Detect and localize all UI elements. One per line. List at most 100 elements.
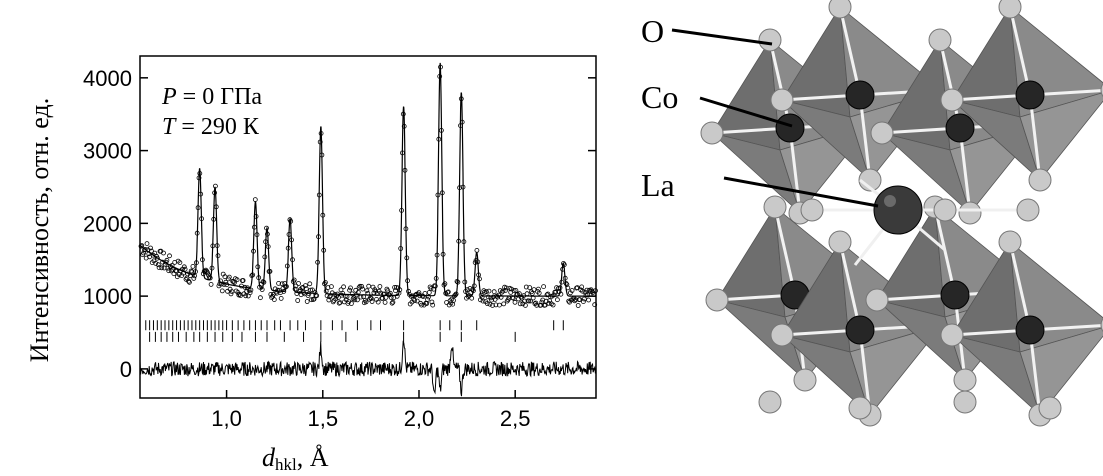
co-o-bond — [938, 39, 962, 129]
observed-point — [509, 286, 514, 292]
y-tick-label: 4000 — [83, 66, 132, 91]
observed-point — [186, 279, 192, 285]
oxygen-atom — [1038, 396, 1062, 420]
observed-point — [225, 288, 230, 294]
observed-point — [177, 260, 183, 266]
observed-point — [368, 295, 374, 301]
observed-point — [425, 294, 431, 300]
observed-point — [307, 281, 313, 287]
y-tick-label: 1000 — [83, 284, 132, 309]
octahedron-face — [1019, 92, 1103, 181]
observed-point — [430, 302, 436, 308]
lanthanum-pointer-line — [723, 176, 879, 208]
observed-point — [186, 278, 192, 284]
observed-point — [528, 298, 533, 304]
observed-point — [577, 297, 583, 303]
observed-point — [219, 288, 225, 294]
observed-point — [348, 301, 354, 306]
oxygen-atom — [700, 121, 724, 145]
oxygen-atom — [940, 323, 964, 347]
observed-point — [442, 281, 448, 287]
observed-point — [536, 290, 542, 296]
observed-point — [234, 277, 240, 283]
crystal-structure-figure: O Co La — [641, 0, 1103, 427]
observed-point — [485, 294, 491, 300]
observed-point — [228, 291, 234, 297]
observed-point — [176, 272, 182, 277]
observed-point — [377, 284, 383, 289]
observed-point — [182, 266, 188, 272]
observed-point — [222, 274, 228, 280]
observed-point — [328, 284, 334, 290]
observed-point — [390, 299, 396, 305]
x-axis-subscript: hkl — [275, 455, 297, 474]
observed-point — [511, 288, 517, 293]
lanthanum-atom — [873, 185, 923, 235]
observed-point — [153, 260, 159, 266]
observed-point — [291, 277, 297, 283]
observed-point — [296, 281, 301, 286]
observed-point — [354, 297, 360, 303]
oxygen-atom — [848, 396, 872, 420]
observed-point — [429, 299, 435, 305]
observed-point — [271, 297, 277, 303]
observed-point — [364, 288, 370, 294]
observed-point — [357, 283, 363, 289]
observed-point — [428, 286, 434, 292]
observed-point — [309, 297, 314, 303]
observed-point — [541, 284, 546, 290]
observed-point — [414, 298, 420, 304]
observed-point — [583, 292, 589, 298]
observed-point — [247, 290, 253, 296]
observed-point — [190, 263, 196, 269]
observed-point — [219, 281, 224, 287]
cobalt-atom — [1015, 80, 1045, 110]
observed-point — [303, 283, 308, 289]
observed-point — [452, 292, 458, 298]
pressure-annotation: P = 0 ГПа — [161, 84, 262, 110]
observed-point — [142, 246, 148, 252]
observed-point — [369, 299, 375, 304]
observed-point — [333, 296, 339, 302]
observed-point — [524, 291, 530, 297]
observed-point — [569, 288, 575, 293]
x-tick-label: 2,5 — [500, 406, 531, 431]
cobalt-atom — [775, 113, 805, 143]
observed-point — [580, 288, 585, 294]
observed-point — [348, 285, 353, 291]
observed-point — [337, 300, 343, 306]
observed-point — [527, 285, 533, 291]
observed-point — [367, 295, 373, 301]
observed-point — [523, 302, 528, 308]
observed-point — [546, 300, 552, 306]
co-o-bond — [933, 206, 957, 296]
observed-point — [148, 245, 153, 251]
cobalt-atom — [940, 280, 970, 310]
observed-point — [579, 284, 585, 290]
observed-point — [360, 286, 366, 292]
oxygen-atom — [940, 88, 964, 112]
observed-point — [349, 291, 355, 297]
observed-point — [161, 250, 166, 256]
lanthanum-highlight — [884, 195, 896, 207]
observed-point — [382, 299, 388, 305]
observed-point — [252, 197, 258, 203]
oxygen-atom — [758, 28, 782, 52]
co-o-bond — [1008, 241, 1032, 331]
oxygen-atom — [705, 288, 729, 312]
cobalt-atom — [845, 315, 875, 345]
observed-point — [478, 292, 484, 298]
observed-point — [523, 284, 529, 290]
y-tick-label: 3000 — [83, 139, 132, 164]
observed-point — [534, 302, 539, 308]
y-tick-label: 2000 — [83, 211, 132, 236]
observed-point — [581, 296, 587, 302]
observed-point — [159, 265, 165, 271]
observed-point — [550, 302, 556, 308]
observed-point — [257, 295, 263, 301]
observed-point — [303, 286, 309, 292]
oxygen-atom — [800, 198, 824, 222]
observed-point — [314, 293, 320, 299]
observed-point — [526, 298, 532, 304]
observed-point — [276, 280, 282, 286]
